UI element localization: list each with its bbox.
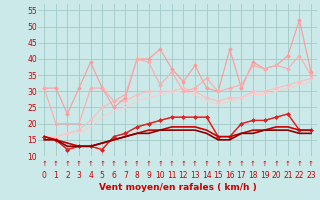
- Text: 0: 0: [42, 171, 47, 180]
- Text: ↑: ↑: [296, 161, 302, 167]
- Text: ↑: ↑: [53, 161, 59, 167]
- Text: ↑: ↑: [273, 161, 279, 167]
- Text: ↑: ↑: [134, 161, 140, 167]
- Text: ↑: ↑: [41, 161, 47, 167]
- Text: ↑: ↑: [76, 161, 82, 167]
- Text: 8: 8: [135, 171, 140, 180]
- Text: 17: 17: [236, 171, 246, 180]
- Text: 18: 18: [248, 171, 258, 180]
- Text: 19: 19: [260, 171, 269, 180]
- Text: Vent moyen/en rafales ( km/h ): Vent moyen/en rafales ( km/h ): [99, 183, 256, 192]
- Text: 4: 4: [88, 171, 93, 180]
- Text: 9: 9: [146, 171, 151, 180]
- Text: ↑: ↑: [180, 161, 186, 167]
- Text: 7: 7: [123, 171, 128, 180]
- Text: 15: 15: [213, 171, 223, 180]
- Text: 16: 16: [225, 171, 235, 180]
- Text: 13: 13: [190, 171, 200, 180]
- Text: ↑: ↑: [64, 161, 70, 167]
- Text: 3: 3: [76, 171, 81, 180]
- Text: 5: 5: [100, 171, 105, 180]
- Text: ↑: ↑: [157, 161, 163, 167]
- Text: ↑: ↑: [111, 161, 117, 167]
- Text: ↑: ↑: [250, 161, 256, 167]
- Text: 12: 12: [179, 171, 188, 180]
- Text: 22: 22: [295, 171, 304, 180]
- Text: 11: 11: [167, 171, 177, 180]
- Text: ↑: ↑: [146, 161, 152, 167]
- Text: ↑: ↑: [88, 161, 93, 167]
- Text: 20: 20: [271, 171, 281, 180]
- Text: ↑: ↑: [123, 161, 128, 167]
- Text: ↑: ↑: [308, 161, 314, 167]
- Text: 14: 14: [202, 171, 212, 180]
- Text: 10: 10: [156, 171, 165, 180]
- Text: ↑: ↑: [169, 161, 175, 167]
- Text: ↑: ↑: [285, 161, 291, 167]
- Text: ↑: ↑: [238, 161, 244, 167]
- Text: ↑: ↑: [99, 161, 105, 167]
- Text: 2: 2: [65, 171, 70, 180]
- Text: ↑: ↑: [262, 161, 268, 167]
- Text: ↑: ↑: [227, 161, 233, 167]
- Text: 6: 6: [111, 171, 116, 180]
- Text: 23: 23: [306, 171, 316, 180]
- Text: ↑: ↑: [215, 161, 221, 167]
- Text: ↑: ↑: [192, 161, 198, 167]
- Text: 21: 21: [283, 171, 292, 180]
- Text: ↑: ↑: [204, 161, 210, 167]
- Text: 1: 1: [53, 171, 58, 180]
